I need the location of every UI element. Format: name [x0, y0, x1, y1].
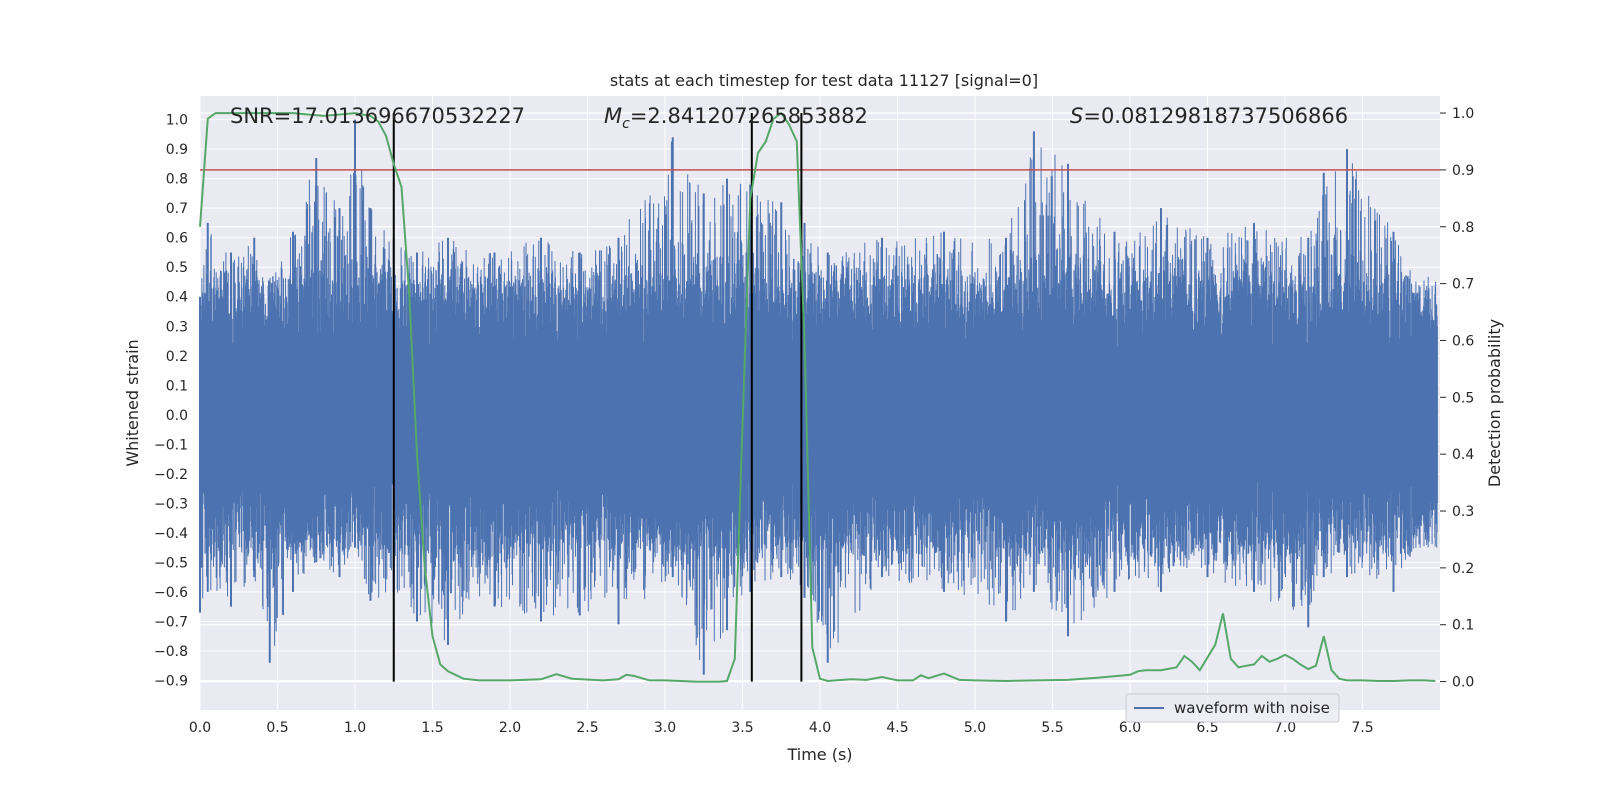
x-tick-label: 6.5: [1196, 720, 1218, 736]
s-symbol: S: [1070, 104, 1083, 128]
detection-probability-line: [199, 111, 1436, 683]
snr-annotation: SNR=17.013696670532227: [230, 104, 525, 128]
legend-box: [1125, 693, 1340, 723]
right-tick-label: 0.5: [1452, 390, 1474, 406]
y-tick-label: 0.3: [166, 319, 188, 335]
x-tick-label: 7.0: [1274, 720, 1296, 736]
right-tick-label: 0.4: [1452, 447, 1474, 463]
x-tick-label: 3.5: [731, 720, 753, 736]
y-tick-label: −0.7: [154, 614, 188, 630]
y-tick-label: 0.6: [166, 231, 188, 247]
y-tick-label: −0.1: [154, 437, 188, 453]
x-tick-label: 2.5: [576, 720, 598, 736]
legend-label: waveform with noise: [1174, 699, 1330, 717]
y-tick-labels: −0.9 −0.8 −0.7 −0.6 −0.5 −0.4 −0.3 −0.2 −0.1 0.0 0…: [154, 113, 188, 690]
right-tick-label: 0.2: [1452, 561, 1474, 577]
x-tick-label: 0.5: [266, 720, 288, 736]
x-axis-label: Time (s): [786, 745, 852, 764]
x-tick-label: 6.0: [1119, 720, 1141, 736]
chart-title: stats at each timestep for test data 111…: [610, 71, 1038, 90]
waveform-series: [199, 119, 1438, 675]
y-tick-label: 0.0: [166, 408, 188, 424]
y-tick-label: 0.7: [166, 201, 188, 217]
chirp-mass-value: =2.841207265853882: [630, 104, 868, 128]
y-tick-label: −0.8: [154, 644, 188, 660]
s-value: =0.08129818737506866: [1083, 104, 1348, 128]
y-tick-label: −0.3: [154, 496, 188, 512]
x-tick-label: 7.5: [1351, 720, 1373, 736]
y-tick-label: 0.5: [166, 260, 188, 276]
y-tick-label: 1.0: [166, 113, 188, 129]
x-tick-label: 0.0: [189, 720, 211, 736]
right-tick-label: 0.3: [1452, 504, 1474, 520]
chirp-mass-symbol: M: [604, 104, 622, 128]
right-tick-label: 0.1: [1452, 618, 1474, 634]
y-tick-label: 0.2: [166, 349, 188, 365]
x-tick-label: 5.0: [964, 720, 986, 736]
x-tick-label: 3.0: [654, 720, 676, 736]
chirp-mass-annotation: Mc=2.841207265853882: [604, 104, 868, 132]
x-tick-labels: 0.0 0.5 1.0 1.5 2.0 2.5 3.0 3.5 4.0 4.5 5.0 5.5 6.0 6…: [189, 720, 1374, 736]
y-tick-label: −0.5: [154, 555, 188, 571]
right-tick-labels: 0.0 0.1 0.2 0.3 0.4 0.5 0.6 0.7 0.8 0.9 1.0: [1440, 106, 1474, 691]
y-tick-label: −0.2: [154, 467, 188, 483]
legend: waveform with noise: [1125, 693, 1340, 723]
s-annotation: S=0.08129818737506866: [1070, 104, 1348, 128]
x-tick-label: 2.0: [499, 720, 521, 736]
y-axis-label: Whitened strain: [123, 339, 142, 466]
y-tick-label: 0.9: [166, 142, 188, 158]
y-tick-label: −0.4: [154, 526, 188, 542]
vertical-markers: [392, 113, 803, 682]
right-tick-label: 0.7: [1452, 277, 1474, 293]
y-tick-label: −0.6: [154, 585, 188, 601]
chirp-mass-subscript: c: [622, 116, 630, 132]
right-tick-label: 1.0: [1452, 106, 1474, 122]
y-tick-label: 0.4: [166, 290, 188, 306]
y-tick-label: −0.9: [154, 673, 188, 689]
y-tick-label: 0.1: [166, 378, 188, 394]
right-tick-label: 0.8: [1452, 220, 1474, 236]
right-tick-label: 0.0: [1452, 675, 1474, 691]
right-tick-label: 0.6: [1452, 333, 1474, 349]
x-tick-label: 1.0: [344, 720, 366, 736]
right-axis-label: Detection probability: [1485, 319, 1504, 487]
x-tick-label: 5.5: [1041, 720, 1063, 736]
y-tick-label: 0.8: [166, 172, 188, 188]
right-tick-label: 0.9: [1452, 163, 1474, 179]
x-tick-label: 4.5: [886, 720, 908, 736]
x-tick-label: 1.5: [421, 720, 443, 736]
x-tick-label: 4.0: [809, 720, 831, 736]
